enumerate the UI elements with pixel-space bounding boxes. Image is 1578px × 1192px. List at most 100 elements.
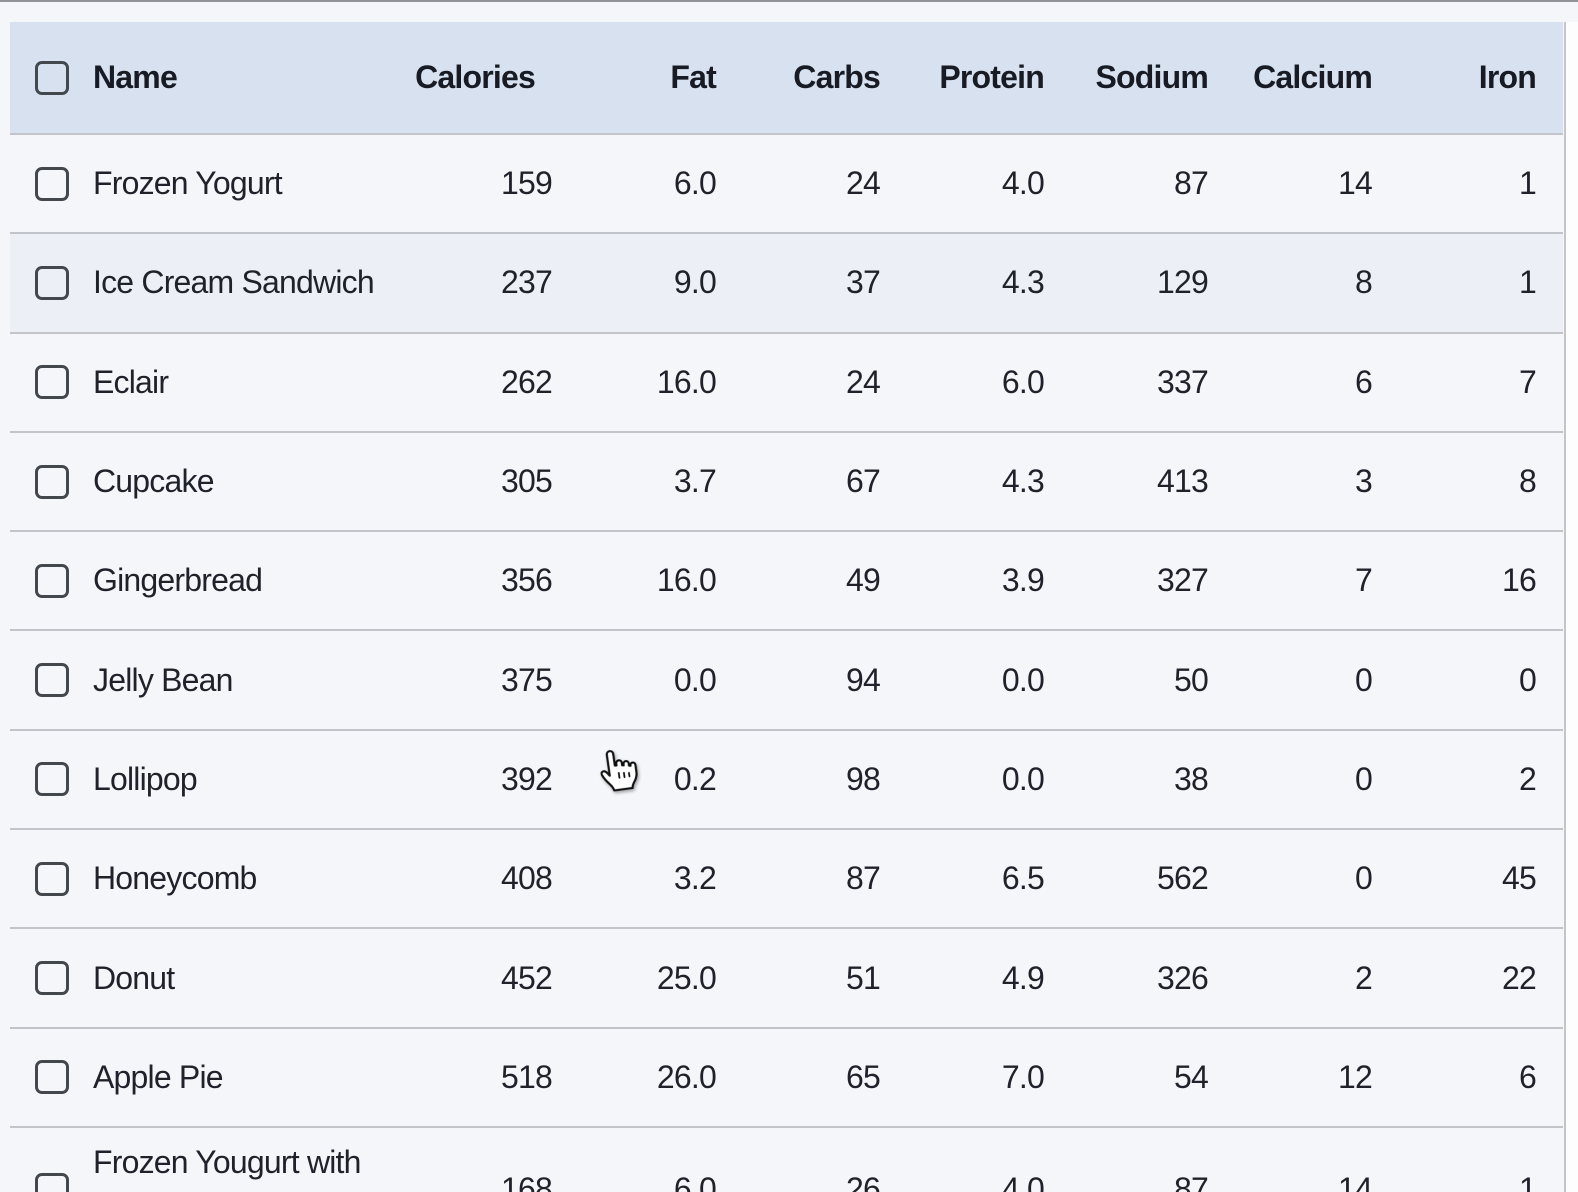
row-checkbox-cell (10, 929, 93, 1026)
row-cell-calories: 518 (501, 1058, 553, 1095)
row-cell-calories: 168 (501, 1171, 553, 1192)
row-cell-sodium: 337 (1157, 363, 1209, 400)
row-cell-protein: 4.0 (1001, 165, 1045, 202)
row-cell-protein: 6.5 (1001, 860, 1045, 897)
table-row[interactable]: Lollipop 392 0.2 98 0.0 38 0 2 (10, 728, 1563, 828)
row-name: Ice Cream Sandwich (93, 264, 375, 301)
row-name: Jelly Bean (93, 661, 233, 698)
table-row[interactable]: Cupcake 305 3.7 67 4.3 413 3 8 (10, 430, 1563, 530)
row-cell-calcium: 8 (1355, 264, 1373, 301)
row-checkbox[interactable] (35, 663, 69, 698)
table-header-row: Name Calories Fat Carbs Protein Sodium C… (10, 22, 1563, 133)
row-checkbox[interactable] (35, 166, 69, 201)
row-cell-fat: 0.0 (673, 661, 717, 698)
table-row[interactable]: Ice Cream Sandwich 237 9.0 37 4.3 129 8 1 (10, 232, 1563, 332)
row-checkbox-cell (10, 1029, 93, 1126)
column-header-calcium[interactable]: Calcium (1253, 59, 1373, 95)
table-body: Frozen Yogurt 159 6.0 24 4.0 87 14 1 Ice Cream… (10, 133, 1563, 1192)
row-cell-calories: 262 (501, 363, 553, 400)
row-cell-carbs: 24 (846, 165, 881, 202)
row-cell-calories: 356 (501, 562, 553, 599)
table-row[interactable]: Frozen Yougurt with 168 6.0 26 4.0 87 14 1 (10, 1125, 1563, 1192)
row-cell-carbs: 24 (846, 363, 881, 400)
column-header-fat[interactable]: Fat (670, 59, 716, 95)
row-name: Gingerbread (93, 562, 263, 599)
row-cell-fat: 9.0 (673, 264, 717, 301)
table-row[interactable]: Apple Pie 518 26.0 65 7.0 54 12 6 (10, 1026, 1563, 1126)
row-cell-carbs: 65 (846, 1058, 881, 1095)
row-cell-fat: 16.0 (656, 363, 717, 400)
column-header-protein[interactable]: Protein (939, 59, 1044, 95)
row-checkbox-cell (10, 334, 93, 431)
row-cell-iron: 1 (1519, 165, 1537, 202)
row-checkbox-cell (10, 731, 93, 828)
row-checkbox-cell (10, 532, 93, 629)
row-checkbox[interactable] (35, 1060, 69, 1095)
row-cell-carbs: 87 (846, 860, 881, 897)
row-cell-calories: 159 (501, 165, 553, 202)
table-row[interactable]: Donut 452 25.0 51 4.9 326 2 22 (10, 927, 1563, 1026)
column-header-calories[interactable]: Calories (415, 59, 536, 95)
column-header-name[interactable]: Name (93, 59, 178, 95)
row-cell-carbs: 94 (846, 661, 881, 698)
row-cell-iron: 0 (1519, 661, 1537, 698)
select-all-checkbox[interactable] (35, 60, 69, 95)
select-all-cell (10, 22, 93, 133)
row-cell-fat: 3.7 (673, 463, 717, 500)
scrollbar-track[interactable] (1564, 22, 1578, 1192)
row-cell-sodium: 87 (1174, 1171, 1209, 1192)
row-cell-protein: 4.0 (1001, 1171, 1045, 1192)
row-cell-calories: 452 (501, 959, 553, 996)
row-checkbox-cell (10, 135, 93, 232)
row-checkbox[interactable] (35, 365, 69, 400)
row-cell-calories: 237 (501, 264, 553, 301)
row-cell-calories: 392 (501, 760, 553, 797)
row-name: Frozen Yougurt with (93, 1143, 361, 1180)
row-cell-fat: 16.0 (656, 562, 717, 599)
row-checkbox[interactable] (35, 861, 69, 896)
row-cell-calcium: 14 (1338, 1171, 1373, 1192)
table-row[interactable]: Eclair 262 16.0 24 6.0 337 6 7 (10, 331, 1563, 431)
column-header-iron[interactable]: Iron (1478, 59, 1537, 95)
row-cell-iron: 45 (1502, 860, 1537, 897)
table-row[interactable]: Honeycomb 408 3.2 87 6.5 562 0 45 (10, 828, 1563, 927)
row-cell-fat: 0.2 (673, 760, 717, 797)
row-checkbox[interactable] (35, 961, 69, 996)
row-cell-fat: 6.0 (673, 1171, 717, 1192)
row-cell-protein: 7.0 (1001, 1058, 1045, 1095)
row-cell-iron: 1 (1519, 1171, 1537, 1192)
row-cell-iron: 8 (1519, 463, 1537, 500)
row-cell-calcium: 2 (1355, 959, 1373, 996)
row-cell-protein: 0.0 (1001, 661, 1045, 698)
column-header-carbs[interactable]: Carbs (793, 59, 881, 95)
row-name: Frozen Yogurt (93, 165, 283, 202)
row-checkbox[interactable] (35, 1172, 69, 1192)
row-cell-sodium: 87 (1174, 165, 1209, 202)
row-checkbox[interactable] (35, 762, 69, 797)
row-cell-carbs: 67 (846, 463, 881, 500)
row-checkbox[interactable] (35, 265, 69, 300)
row-cell-iron: 16 (1502, 562, 1537, 599)
column-header-sodium[interactable]: Sodium (1095, 59, 1208, 95)
row-cell-calories: 305 (501, 463, 553, 500)
row-cell-sodium: 50 (1174, 661, 1209, 698)
row-name: Eclair (93, 363, 169, 400)
table-row[interactable]: Frozen Yogurt 159 6.0 24 4.0 87 14 1 (10, 133, 1563, 232)
row-checkbox[interactable] (35, 563, 69, 598)
row-cell-carbs: 51 (846, 959, 881, 996)
row-checkbox-cell (10, 631, 93, 728)
row-cell-calcium: 6 (1355, 363, 1373, 400)
table-row[interactable]: Gingerbread 356 16.0 49 3.9 327 7 16 (10, 530, 1563, 629)
row-cell-sodium: 413 (1157, 463, 1209, 500)
row-cell-protein: 0.0 (1001, 760, 1045, 797)
row-cell-calcium: 14 (1338, 165, 1373, 202)
row-name: Cupcake (93, 463, 215, 500)
row-cell-calories: 408 (501, 860, 553, 897)
table-row[interactable]: Jelly Bean 375 0.0 94 0.0 50 0 0 (10, 629, 1563, 728)
row-checkbox[interactable] (35, 464, 69, 499)
row-cell-carbs: 37 (846, 264, 881, 301)
row-cell-calories: 375 (501, 661, 553, 698)
row-checkbox-cell (10, 830, 93, 927)
row-cell-calcium: 0 (1355, 760, 1373, 797)
row-cell-protein: 4.3 (1001, 264, 1045, 301)
